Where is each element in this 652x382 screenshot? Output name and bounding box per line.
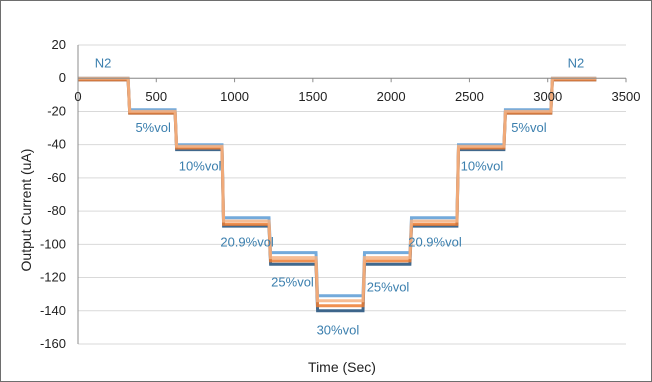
y-tick-label: -140 [40,303,66,318]
x-tick-label: 2500 [455,89,484,104]
annotation-label: 5%vol [511,120,547,135]
annotation-label: 25%vol [367,280,410,295]
x-tick-label: 2000 [377,89,406,104]
x-tick-label: 1000 [220,89,249,104]
y-tick-label: 20 [52,37,66,52]
annotations: N2 5%vol 10%vol 20.9%vol 25%vol 30%vol 25%vol 2… [95,55,584,337]
annotation-label: 5%vol [135,120,171,135]
annotation-label: 20.9%vol [408,235,462,250]
annotation-label: 30%vol [317,323,360,338]
axes: 20 0 -20 -40 -60 -80 -100 -120 -140 -160 0 500 1000 1… [40,37,640,351]
x-axis-title: Time (Sec) [308,359,376,375]
y-tick-label: 0 [59,70,66,85]
annotation-label: N2 [568,55,585,70]
y-tick-label: -60 [47,170,66,185]
x-tick-label: 3000 [533,89,562,104]
annotation-label: N2 [95,55,112,70]
x-tick-label: 1500 [298,89,327,104]
series-3-line [78,78,597,308]
y-tick-label: -80 [47,203,66,218]
series-4-line [78,76,597,303]
x-tick-label: 500 [145,89,167,104]
annotation-label: 10%vol [461,158,504,173]
y-tick-label: -40 [47,137,66,152]
y-tick-label: -20 [47,103,66,118]
x-tick-label: 0 [74,89,81,104]
y-tick-label: -120 [40,270,66,285]
y-tick-label: -160 [40,336,66,351]
data-series [78,76,597,313]
y-tick-label: -100 [40,236,66,251]
annotation-label: 25%vol [271,275,314,290]
x-tick-label: 3500 [612,89,641,104]
annotation-label: 20.9%vol [220,235,274,250]
y-axis-title: Output Current (uA) [18,149,34,272]
annotation-label: 10%vol [179,158,222,173]
